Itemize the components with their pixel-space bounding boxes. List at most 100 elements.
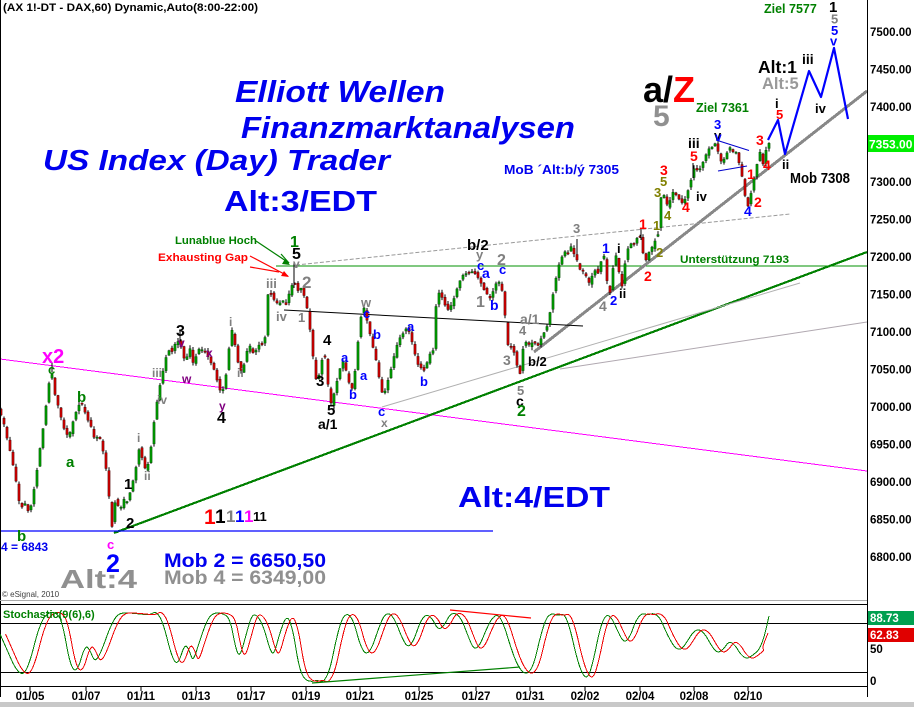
svg-text:4 = 6843: 4 = 6843 <box>1 540 48 554</box>
svg-text:2: 2 <box>610 293 617 308</box>
svg-text:5: 5 <box>292 246 301 263</box>
svg-text:01/19: 01/19 <box>292 691 321 703</box>
svg-text:5: 5 <box>831 23 838 38</box>
svg-text:Alt:5: Alt:5 <box>762 75 799 93</box>
svg-text:1: 1 <box>244 507 253 526</box>
svg-text:iii: iii <box>688 135 700 151</box>
svg-text:6800.00: 6800.00 <box>870 552 912 564</box>
svg-text:02/02: 02/02 <box>571 691 600 703</box>
svg-text:x2: x2 <box>42 346 64 368</box>
svg-text:1: 1 <box>215 507 226 528</box>
svg-text:w: w <box>360 295 372 310</box>
svg-text:4: 4 <box>763 157 771 173</box>
svg-text:c: c <box>477 258 484 273</box>
svg-text:7150.00: 7150.00 <box>870 290 912 302</box>
svg-text:2: 2 <box>106 550 120 578</box>
svg-text:01/17: 01/17 <box>237 691 266 703</box>
svg-text:MoB ´Alt:b/ý 7305: MoB ´Alt:b/ý 7305 <box>504 163 619 177</box>
svg-text:b: b <box>373 327 381 342</box>
svg-text:ii: ii <box>237 366 244 380</box>
svg-text:b: b <box>349 387 357 402</box>
svg-text:a: a <box>360 368 368 383</box>
svg-text:3: 3 <box>316 373 324 390</box>
svg-text:x: x <box>206 346 213 360</box>
svg-text:7000.00: 7000.00 <box>870 402 912 414</box>
svg-text:02/04: 02/04 <box>626 691 655 703</box>
svg-text:i: i <box>229 315 232 329</box>
svg-text:6900.00: 6900.00 <box>870 477 912 489</box>
svg-text:3: 3 <box>654 185 661 200</box>
svg-text:b: b <box>490 297 499 313</box>
svg-text:a: a <box>407 319 415 334</box>
svg-text:02/08: 02/08 <box>680 691 709 703</box>
svg-text:i: i <box>137 431 140 445</box>
svg-text:3: 3 <box>660 162 668 178</box>
svg-text:i: i <box>617 241 621 256</box>
svg-text:iii: iii <box>266 276 277 291</box>
svg-text:1: 1 <box>124 476 132 493</box>
svg-text:11: 11 <box>253 509 267 524</box>
svg-text:4: 4 <box>664 208 672 223</box>
svg-text:i: i <box>775 96 779 111</box>
svg-text:Alt:3/EDT: Alt:3/EDT <box>224 186 378 218</box>
svg-text:2: 2 <box>754 194 762 210</box>
svg-text:7250.00: 7250.00 <box>870 215 912 227</box>
svg-text:3: 3 <box>714 117 721 132</box>
svg-text:2: 2 <box>126 515 134 532</box>
svg-text:Ziel 7361: Ziel 7361 <box>696 101 749 115</box>
svg-text:1: 1 <box>235 507 244 526</box>
svg-text:c: c <box>516 393 524 409</box>
svg-text:7450.00: 7450.00 <box>870 65 912 77</box>
svg-text:ii: ii <box>144 469 151 483</box>
svg-text:3: 3 <box>573 221 580 236</box>
svg-text:01/05: 01/05 <box>16 691 45 703</box>
svg-text:c: c <box>363 306 370 321</box>
svg-text:iv: iv <box>815 101 827 116</box>
svg-text:5: 5 <box>660 174 667 189</box>
svg-text:1: 1 <box>653 218 660 233</box>
svg-text:Alt:1: Alt:1 <box>758 57 797 77</box>
svg-text:ii: ii <box>782 157 789 172</box>
svg-text:4: 4 <box>217 410 226 427</box>
svg-text:5: 5 <box>327 402 335 419</box>
svg-text:01/25: 01/25 <box>405 691 434 703</box>
svg-text:(AX 1!-DT - DAX,60) Dynamic,Au: (AX 1!-DT - DAX,60) Dynamic,Auto(8:00-22… <box>3 2 258 14</box>
svg-text:2: 2 <box>302 273 311 292</box>
svg-text:Finanzmarktanalysen: Finanzmarktanalysen <box>241 110 575 145</box>
svg-text:c: c <box>107 537 114 552</box>
svg-text:4: 4 <box>682 199 690 215</box>
svg-text:b/2: b/2 <box>528 354 547 369</box>
svg-text:© eSignal, 2010: © eSignal, 2010 <box>2 590 60 599</box>
svg-text:3: 3 <box>756 132 764 148</box>
svg-text:iii: iii <box>152 366 162 380</box>
svg-text:7500.00: 7500.00 <box>870 27 912 39</box>
svg-text:iv: iv <box>696 189 708 204</box>
svg-text:1: 1 <box>602 240 610 256</box>
svg-text:v: v <box>293 257 300 271</box>
svg-text:c: c <box>378 404 385 419</box>
svg-text:4: 4 <box>744 203 752 219</box>
svg-text:Ziel 7577: Ziel 7577 <box>764 2 817 16</box>
svg-text:a: a <box>482 265 490 281</box>
svg-text:1: 1 <box>290 234 299 251</box>
svg-text:a/Z: a/Z <box>643 69 695 110</box>
svg-text:7300.00: 7300.00 <box>870 177 912 189</box>
svg-text:01/11: 01/11 <box>127 691 156 703</box>
svg-text:4: 4 <box>323 332 332 349</box>
svg-text:0: 0 <box>870 676 876 688</box>
svg-text:Elliott Wellen: Elliott Wellen <box>235 74 445 109</box>
svg-text:Mob 2 = 6650,50: Mob 2 = 6650,50 <box>164 551 326 572</box>
svg-text:01/27: 01/27 <box>462 691 491 703</box>
svg-text:1: 1 <box>204 506 216 529</box>
svg-text:iii: iii <box>802 51 814 67</box>
svg-text:1: 1 <box>829 0 837 16</box>
svg-text:Mob 7308: Mob 7308 <box>790 170 850 187</box>
svg-text:iv: iv <box>276 309 288 324</box>
svg-text:x: x <box>381 416 388 430</box>
svg-text:1: 1 <box>476 294 485 311</box>
svg-text:y: y <box>476 247 484 262</box>
svg-text:v: v <box>178 336 185 350</box>
svg-text:b/2: b/2 <box>467 237 489 254</box>
svg-text:3: 3 <box>503 352 511 368</box>
svg-text:5: 5 <box>690 148 698 164</box>
